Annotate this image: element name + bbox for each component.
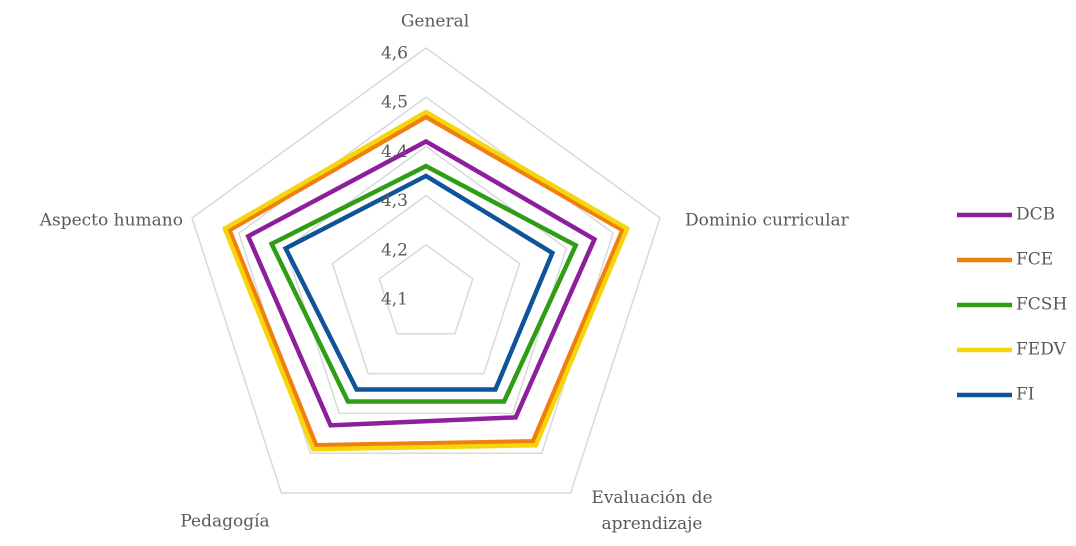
axis-label: General [401, 12, 469, 32]
tick-label: 4,5 [381, 93, 408, 113]
axis-label: Dominio curricular [685, 211, 850, 231]
axis-label: Pedagogía [180, 512, 269, 532]
grid-ring [237, 96, 615, 454]
legend-label: FCE [1016, 250, 1053, 270]
tick-label: 4,4 [381, 142, 408, 162]
grid-ring [284, 145, 568, 415]
grid-ring [378, 243, 474, 335]
series-line [268, 163, 579, 404]
legend-label: DCB [1016, 205, 1055, 225]
series-line [226, 114, 626, 448]
tick-label: 4,2 [381, 240, 408, 260]
tick-label: 4,3 [381, 191, 408, 211]
axis-label-line: aprendizaje [602, 514, 703, 534]
series-line [245, 138, 598, 428]
axis-label-line: Evaluación de [591, 488, 712, 508]
series-line [221, 109, 631, 452]
axis-label: Aspecto humano [39, 211, 183, 231]
axis-label: Evaluación de aprendizaje [591, 488, 712, 534]
grid-ring [191, 47, 661, 494]
grid-ring [331, 194, 521, 375]
legend-label: FCSH [1016, 295, 1067, 315]
tick-label: 4,1 [381, 290, 408, 310]
series-line [282, 173, 556, 392]
tick-label: 4,6 [381, 44, 408, 64]
legend-label: FEDV [1016, 340, 1067, 360]
legend-label: FI [1016, 385, 1035, 405]
